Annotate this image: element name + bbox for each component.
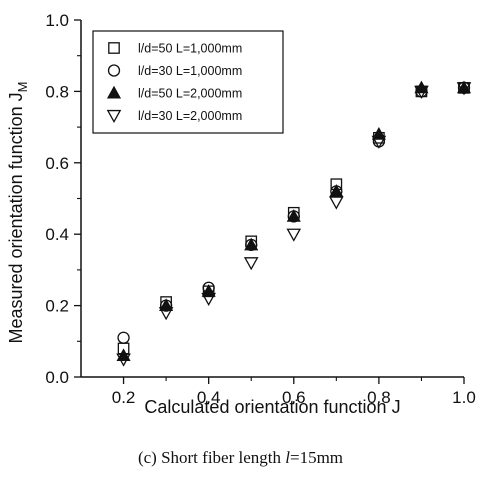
data-point-open-triangle-down [158,307,174,321]
axis-ticks: 0.2 0.4 0.6 0.8 1.0 0.0 0.2 0.4 0.6 0.8 1.0 [45,11,475,407]
legend-marker-open-square [108,42,120,54]
legend-label: l/d=30 L=2,000mm [138,109,242,123]
y-axis-title-subscript: M [15,82,30,93]
caption-suffix: =15mm [289,448,344,467]
data-point-filled-triangle-up [371,127,386,140]
y-axis-title-main: Measured orientation function J [6,92,26,343]
legend-marker-open-triangle-down [106,109,122,124]
caption-prefix: (c) Short fiber length [137,448,286,467]
legend: l/d=50 L=1,000mm l/d=30 L=1,000mm l/d=50 L… [92,30,284,134]
legend-box [92,30,284,134]
data-point-open-triangle-down [456,82,472,96]
data-point-filled-triangle-up [329,184,344,197]
x-axis-title: Calculated orientation function J [144,397,400,417]
x-tick-label: 1.0 [452,388,476,407]
data-point-open-triangle-down [201,292,216,306]
x-tick-label: 0.6 [282,388,306,407]
y-tick-label: 1.0 [45,11,69,30]
data-point-open-triangle-down [414,85,429,99]
y-tick-label: 0.0 [45,368,69,387]
y-tick-label: 0.4 [45,225,69,244]
data-point-filled-triangle-up [414,80,429,94]
x-tick-label: 0.4 [197,388,221,407]
data-points [116,80,472,367]
y-tick-label: 0.8 [45,82,69,101]
y-tick-label: 0.2 [45,297,69,316]
data-point-filled-triangle-up [159,298,174,312]
data-point-open-circle [117,331,130,344]
data-point-filled-triangle-up [116,348,131,362]
figure-caption: (c) Short fiber length l=15mm [0,448,481,468]
legend-label: l/d=50 L=1,000mm [138,42,242,56]
y-axis-title: Measured orientation function JM [6,82,30,344]
legend-label: l/d=50 L=2,000mm [138,87,242,101]
x-tick-label: 0.2 [112,388,136,407]
data-point-open-triangle-down [243,257,259,271]
x-tick-label: 0.8 [367,388,391,407]
data-point-filled-triangle-up [244,237,259,251]
data-point-open-triangle-down [116,353,131,367]
data-point-open-triangle-down [329,196,344,210]
y-tick-label: 0.6 [45,154,69,173]
data-point-filled-triangle-up [286,209,301,222]
legend-label: l/d=30 L=1,000mm [138,64,242,78]
legend-marker-filled-triangle-up [106,85,122,99]
legend-marker-open-circle [107,64,121,77]
data-point-open-triangle-down [371,135,387,149]
caption-variable: l [285,448,290,467]
scatter-chart: 0.2 0.4 0.6 0.8 1.0 0.0 0.2 0.4 0.6 0.8 1.0 l/d=50… [6,11,476,417]
data-point-open-triangle-down [286,228,302,242]
